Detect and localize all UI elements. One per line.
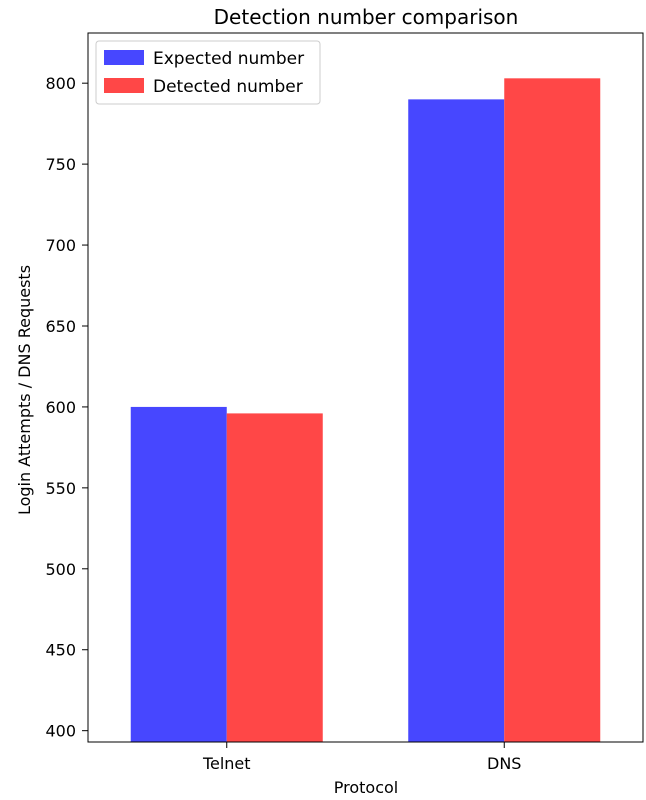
legend: Expected number Detected number	[95, 40, 321, 105]
y-tick-label: 700	[45, 236, 76, 255]
y-tick-label: 450	[45, 641, 76, 660]
chart-title: Detection number comparison	[214, 5, 519, 29]
x-axis-ticks: Telnet DNS	[202, 742, 521, 773]
legend-box	[95, 40, 321, 105]
bar-dns-expected	[408, 99, 505, 743]
y-tick-label: 550	[45, 479, 76, 498]
legend-label-expected: Expected number	[153, 49, 304, 69]
y-axis-label: Login Attempts / DNS Requests	[15, 265, 34, 515]
x-tick-label-dns: DNS	[487, 754, 521, 773]
bars-group	[130, 78, 601, 743]
y-tick-label: 600	[45, 398, 76, 417]
x-axis-label: Protocol	[334, 778, 398, 797]
bar-telnet-detected	[226, 413, 323, 742]
y-axis-ticks: 400 450 500 550 600 650 700 750 800	[45, 74, 88, 741]
plot-frame	[87, 32, 644, 743]
x-tick-label-telnet: Telnet	[202, 754, 251, 773]
y-tick-label: 650	[45, 317, 76, 336]
legend-swatch-detected	[104, 78, 144, 93]
legend-swatch-expected	[104, 50, 144, 65]
legend-label-detected: Detected number	[153, 77, 303, 97]
y-tick-label: 800	[45, 74, 76, 93]
bar-dns-detected	[504, 78, 601, 742]
y-tick-label: 500	[45, 560, 76, 579]
y-tick-label: 750	[45, 155, 76, 174]
y-tick-label: 400	[45, 722, 76, 741]
bar-telnet-expected	[130, 406, 227, 742]
